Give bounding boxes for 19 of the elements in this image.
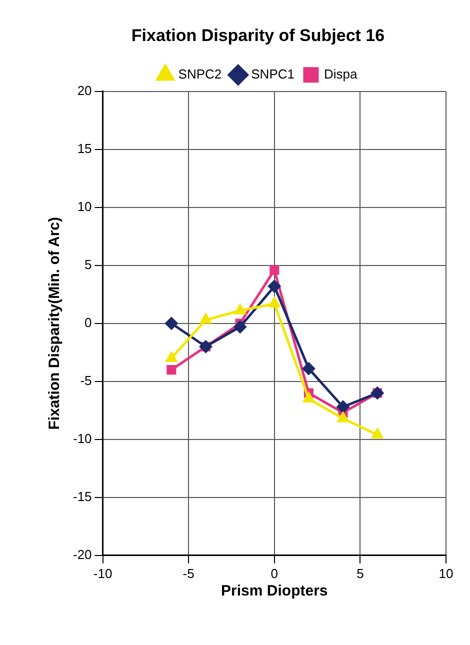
x-tick-label: 5 — [356, 566, 364, 581]
y-tick-label: 10 — [77, 198, 92, 214]
y-tick-label: -5 — [80, 372, 92, 388]
x-tick-label: 10 — [438, 566, 454, 581]
x-tick-label: 0 — [270, 566, 278, 581]
legend-label: Dispa — [324, 66, 358, 82]
y-tick-label: 5 — [84, 256, 92, 272]
y-tick-label: 15 — [77, 140, 92, 156]
legend-label: SNPC1 — [251, 66, 294, 82]
x-axis-title: Prism Diopters — [221, 582, 328, 600]
y-tick-label: -20 — [72, 546, 92, 562]
y-axis-title: Fixation Disparity(Min. of Arc) — [46, 217, 63, 430]
y-tick-label: -15 — [72, 488, 92, 504]
chart-title: Fixation Disparity of Subject 16 — [131, 26, 385, 45]
y-tick-label: 0 — [84, 314, 92, 330]
y-tick-label: -10 — [72, 430, 92, 446]
y-tick-label: 20 — [77, 82, 92, 98]
x-tick-label: -5 — [182, 566, 194, 581]
legend-label: SNPC2 — [178, 66, 222, 82]
